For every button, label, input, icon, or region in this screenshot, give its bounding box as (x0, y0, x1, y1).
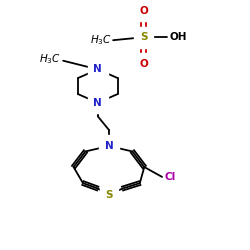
Text: OH: OH (170, 32, 187, 42)
Text: Cl: Cl (164, 172, 176, 182)
Text: O: O (139, 6, 148, 16)
Text: $H_3C$: $H_3C$ (39, 52, 61, 66)
Text: O: O (139, 59, 148, 69)
Text: S: S (140, 32, 147, 42)
Text: $H_3C$: $H_3C$ (90, 33, 112, 46)
Text: S: S (105, 190, 113, 200)
Text: N: N (94, 64, 102, 74)
Text: N: N (104, 141, 113, 151)
Text: N: N (94, 98, 102, 108)
